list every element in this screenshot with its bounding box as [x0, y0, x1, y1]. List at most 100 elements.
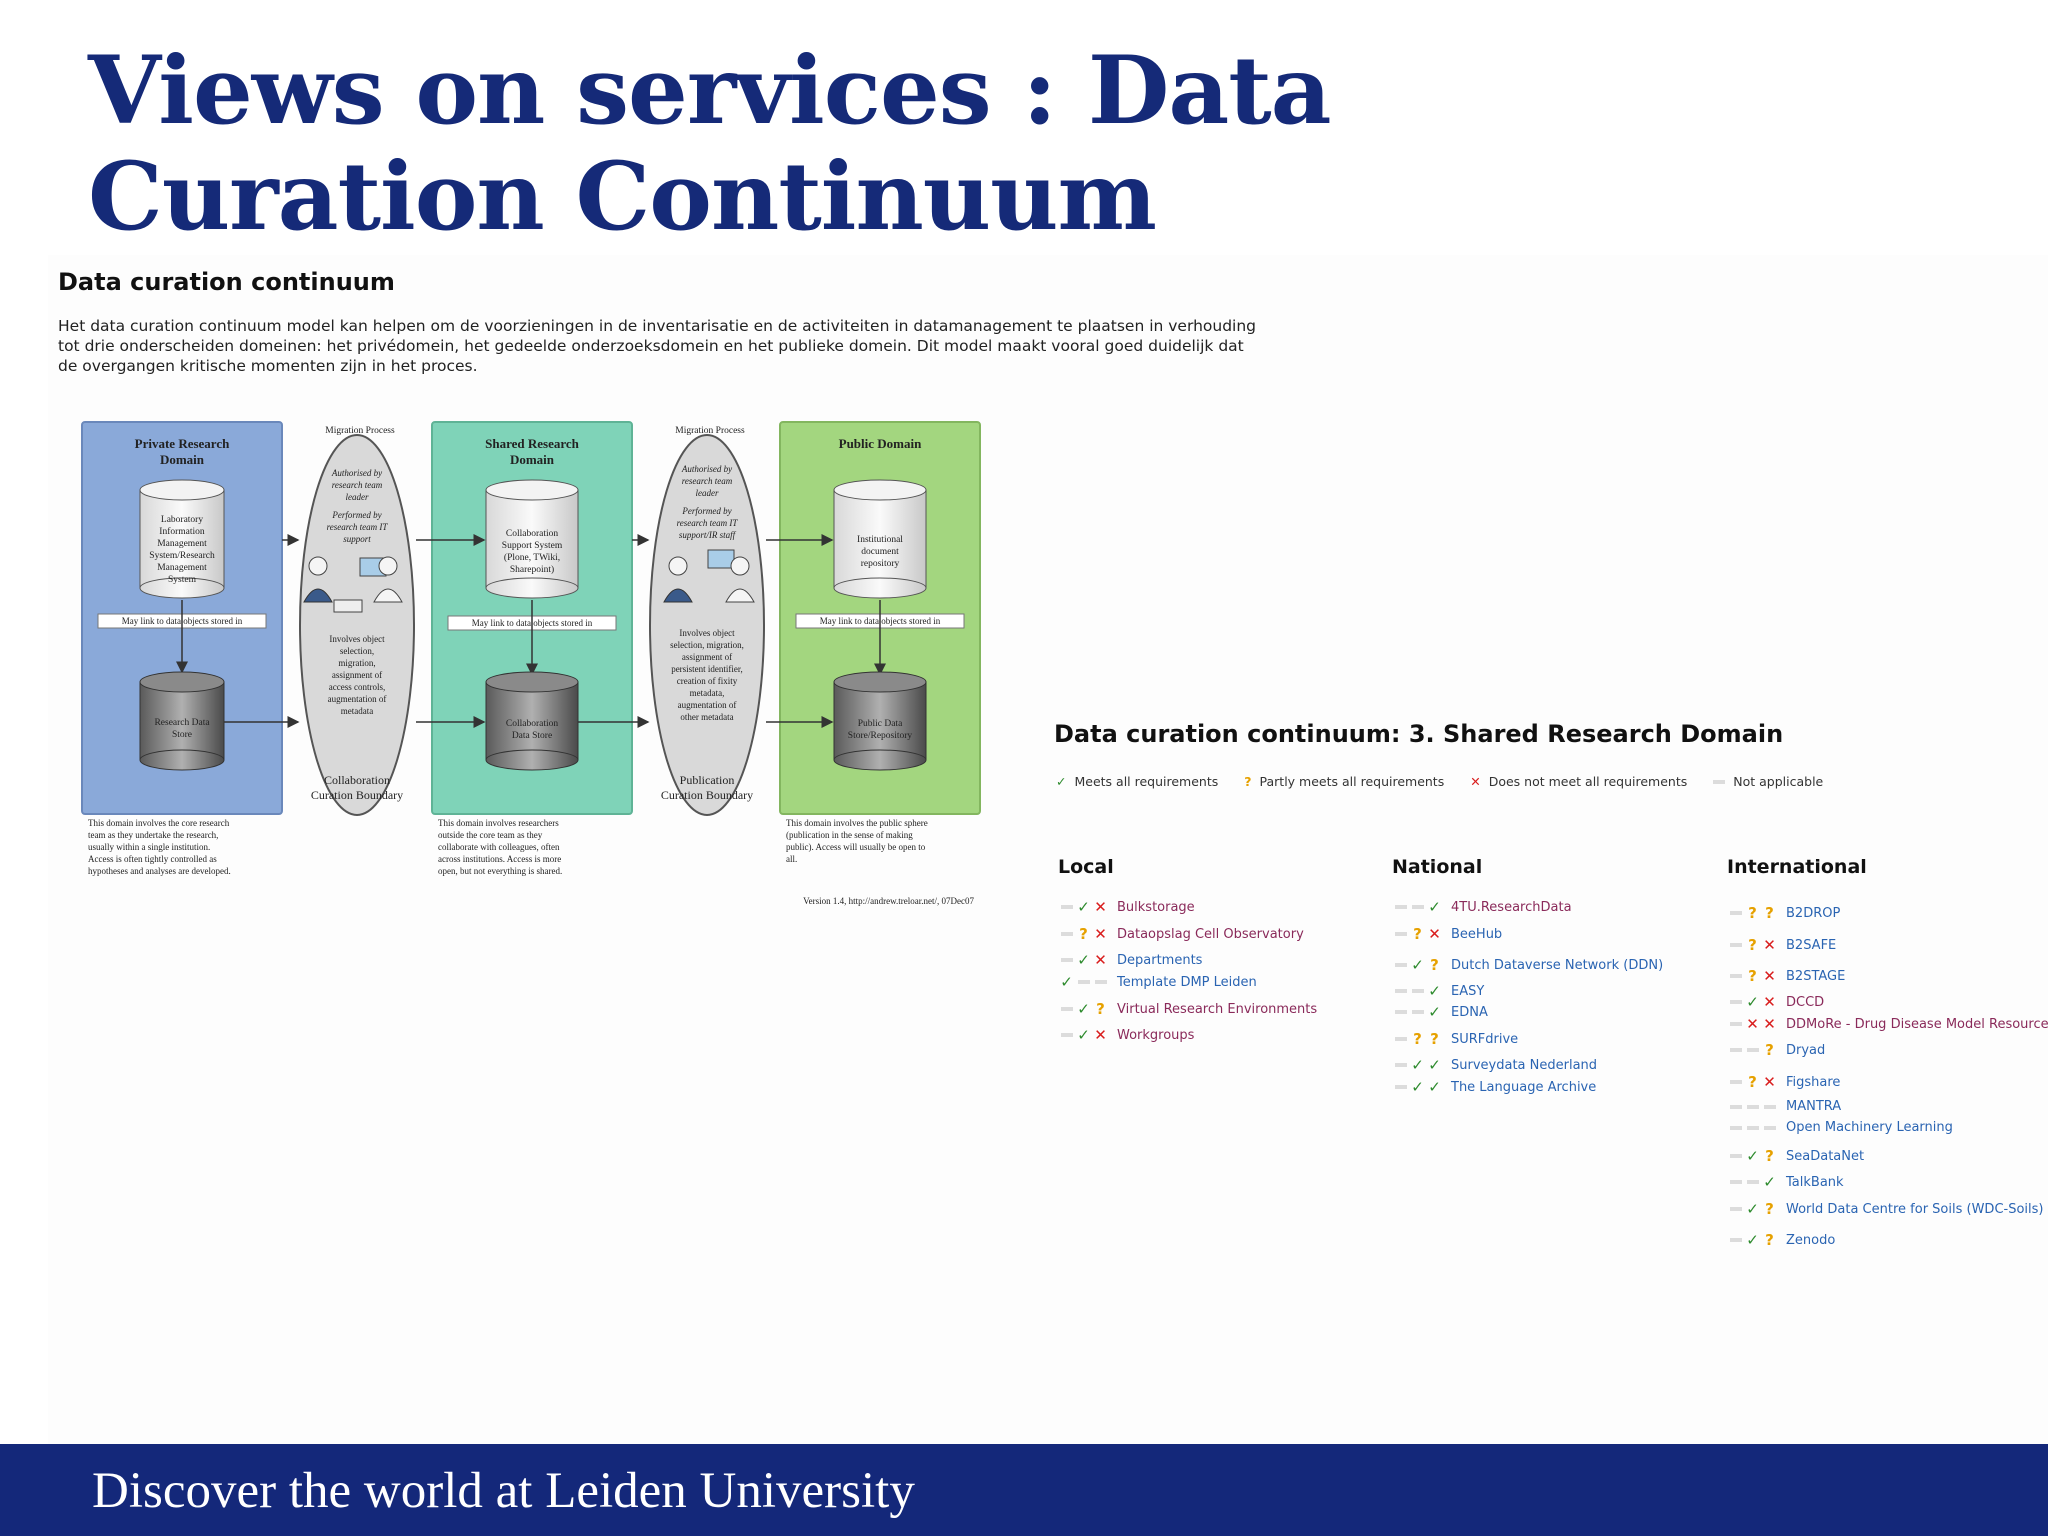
question-icon: ?	[1096, 1000, 1105, 1018]
service-row: ?? SURFdrive	[1392, 1030, 1518, 1048]
service-row: ✓? Dutch Dataverse Network (DDN)	[1392, 956, 1663, 974]
service-link[interactable]: Zenodo	[1786, 1232, 1836, 1248]
service-link[interactable]: MANTRA	[1786, 1099, 1842, 1114]
service-link[interactable]: The Language Archive	[1451, 1079, 1597, 1095]
not-applicable-icon	[1392, 989, 1409, 993]
not-applicable-icon	[1392, 932, 1409, 936]
service-link[interactable]: DCCD	[1786, 994, 1825, 1010]
data-curation-continuum-diagram: Private Research Domain Laboratory Infor…	[81, 421, 981, 906]
service-link[interactable]: B2SAFE	[1786, 937, 1837, 953]
svg-text:Collaboration: Collaboration	[506, 719, 558, 729]
service-row: ✓? Virtual Research Environments	[1058, 1000, 1317, 1018]
public-title: Public Domain	[839, 436, 922, 451]
question-icon: ?	[1765, 1041, 1774, 1059]
service-link[interactable]: Surveydata Nederland	[1451, 1057, 1598, 1073]
private-db2-cylinder	[139, 671, 225, 771]
service-link[interactable]: Virtual Research Environments	[1117, 1001, 1318, 1017]
question-icon: ?	[1413, 925, 1422, 943]
service-link[interactable]: Dataopslag Cell Observatory	[1117, 926, 1304, 942]
service-link[interactable]: Departments	[1117, 952, 1203, 968]
not-applicable-icon	[1744, 1180, 1761, 1184]
check-icon: ✓	[1746, 1147, 1759, 1165]
service-link[interactable]: DDMoRe - Drug Disease Model Resources	[1786, 1016, 2048, 1032]
svg-text:Research Data: Research Data	[154, 718, 210, 728]
service-row: ✓ ✕ Workgroups	[1058, 1026, 1194, 1044]
footer-bar: Discover the world at Leiden University	[0, 1444, 2048, 1536]
service-row: ✕ ✕ DDMoRe - Drug Disease Model Resources	[1727, 1015, 2048, 1033]
check-icon: ✓	[1428, 1056, 1441, 1074]
svg-text:Store: Store	[172, 730, 192, 740]
service-link[interactable]: SeaDataNet	[1786, 1148, 1865, 1164]
svg-text:research team: research team	[332, 480, 383, 490]
migration2-bottom-text: Involves object selection, migration, as…	[670, 628, 744, 722]
svg-text:(publication in the sense of m: (publication in the sense of making	[786, 830, 913, 840]
svg-text:assignment of: assignment of	[332, 670, 382, 680]
service-link[interactable]: Open Machinery Learning	[1786, 1120, 1953, 1135]
not-applicable-icon	[1727, 1125, 1744, 1130]
service-link[interactable]: EASY	[1451, 983, 1485, 999]
shared-title: Shared Research	[485, 436, 580, 451]
not-applicable-icon	[1744, 1125, 1761, 1130]
cross-icon: ✕	[1428, 925, 1441, 943]
service-link[interactable]: BeeHub	[1451, 926, 1503, 942]
not-applicable-icon	[1058, 1033, 1075, 1037]
service-link[interactable]: Workgroups	[1117, 1027, 1195, 1043]
service-link[interactable]: SURFdrive	[1451, 1031, 1519, 1047]
svg-text:metadata: metadata	[341, 706, 373, 716]
service-row: ?? B2DROP	[1727, 904, 1840, 922]
service-link[interactable]: World Data Centre for Soils (WDC-Soils)	[1786, 1201, 2044, 1217]
question-icon: ?	[1430, 956, 1439, 974]
service-row: ? ✕ B2STAGE	[1727, 967, 1845, 985]
service-link[interactable]: TalkBank	[1786, 1174, 1844, 1190]
svg-text:other metadata: other metadata	[680, 712, 733, 722]
service-link[interactable]: Dryad	[1786, 1042, 1826, 1058]
check-icon: ✓	[1077, 1026, 1090, 1044]
svg-text:Access is often tightly contro: Access is often tightly controlled as	[88, 854, 217, 864]
svg-text:Support System: Support System	[502, 541, 563, 551]
service-row: MANTRA	[1727, 1099, 1841, 1114]
check-icon: ✓	[1746, 1200, 1759, 1218]
service-row: ? Dryad	[1727, 1041, 1825, 1059]
service-link[interactable]: Dutch Dataverse Network (DDN)	[1451, 957, 1664, 973]
not-applicable-icon	[1727, 1022, 1744, 1026]
doc-heading: Data curation continuum	[58, 268, 395, 296]
svg-text:usually within a single instit: usually within a single institution.	[88, 842, 210, 852]
migration1-top-text: Authorised by research team leader Perfo…	[327, 468, 389, 544]
migration-ellipse-2	[649, 434, 765, 816]
service-link[interactable]: Figshare	[1786, 1074, 1841, 1090]
not-applicable-icon	[1727, 1238, 1744, 1242]
service-link[interactable]: Bulkstorage	[1117, 899, 1195, 915]
not-applicable-icon	[1727, 1048, 1744, 1052]
private-description: This domain involves the core research t…	[88, 818, 231, 876]
svg-text:team as they undertake the res: team as they undertake the research,	[88, 830, 218, 840]
service-link[interactable]: 4TU.ResearchData	[1451, 899, 1572, 915]
not-applicable-icon	[1392, 1063, 1409, 1067]
svg-text:System: System	[168, 575, 197, 585]
svg-text:repository: repository	[861, 559, 900, 569]
service-link[interactable]: B2DROP	[1786, 905, 1841, 921]
legend-not: ✕ Does not meet all requirements	[1470, 774, 1688, 789]
check-icon: ✓	[1746, 993, 1759, 1011]
service-row: ? ✕ BeeHub	[1392, 925, 1502, 943]
service-link[interactable]: B2STAGE	[1786, 968, 1846, 984]
svg-text:Collaboration: Collaboration	[506, 529, 558, 539]
private-db1-text: Laboratory Information Management System…	[149, 515, 215, 585]
not-applicable-icon	[1092, 980, 1109, 984]
boundary2-label-2: Curation Boundary	[661, 788, 753, 802]
service-row: ✓ ✓ The Language Archive	[1392, 1078, 1596, 1096]
service-row: ✓ Template DMP Leiden	[1058, 973, 1257, 991]
service-link[interactable]: Template DMP Leiden	[1117, 974, 1257, 990]
check-icon: ✓	[1763, 1173, 1776, 1191]
cross-icon: ✕	[1763, 1073, 1776, 1091]
cross-icon: ✕	[1763, 967, 1776, 985]
public-db2-cylinder	[833, 671, 927, 771]
shared-domain-title: Data curation continuum: 3. Shared Resea…	[1054, 720, 1784, 748]
svg-text:leader: leader	[696, 488, 719, 498]
not-applicable-icon	[1075, 980, 1092, 984]
cross-icon: ✕	[1763, 993, 1776, 1011]
svg-text:Information: Information	[159, 526, 205, 537]
migration1-label: Migration Process	[325, 426, 395, 436]
service-link[interactable]: EDNA	[1451, 1004, 1488, 1020]
service-row: ✓? SeaDataNet	[1727, 1147, 1864, 1165]
svg-text:assignment of: assignment of	[682, 652, 732, 662]
